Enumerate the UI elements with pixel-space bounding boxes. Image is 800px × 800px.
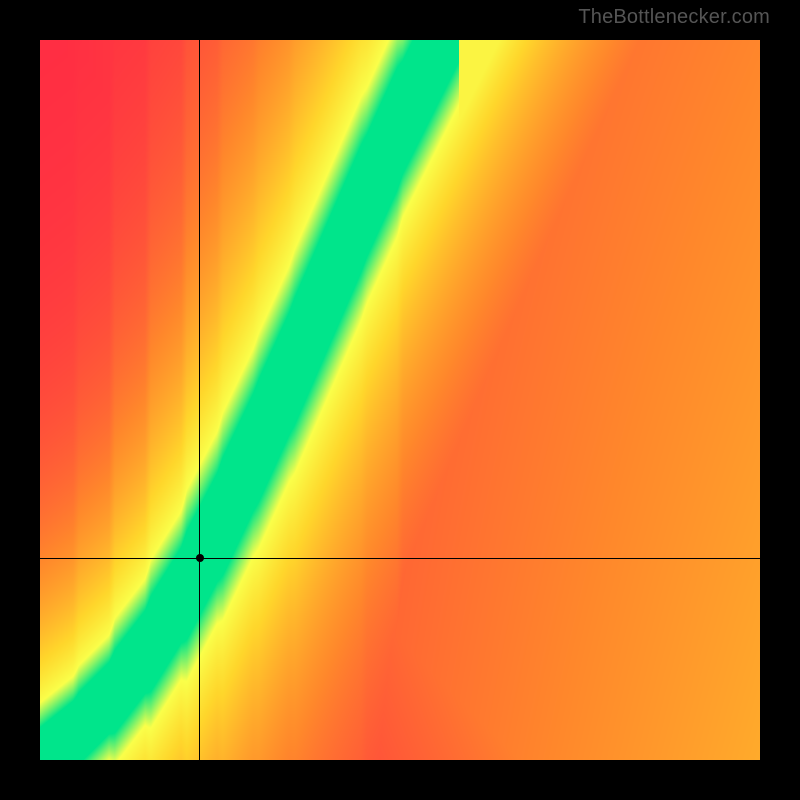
bottleneck-heatmap [40,40,760,760]
crosshair-vertical [199,40,200,760]
watermark-text: TheBottlenecker.com [578,6,770,29]
heatmap-canvas [40,40,760,760]
crosshair-horizontal [40,558,760,559]
crosshair-marker [196,554,204,562]
